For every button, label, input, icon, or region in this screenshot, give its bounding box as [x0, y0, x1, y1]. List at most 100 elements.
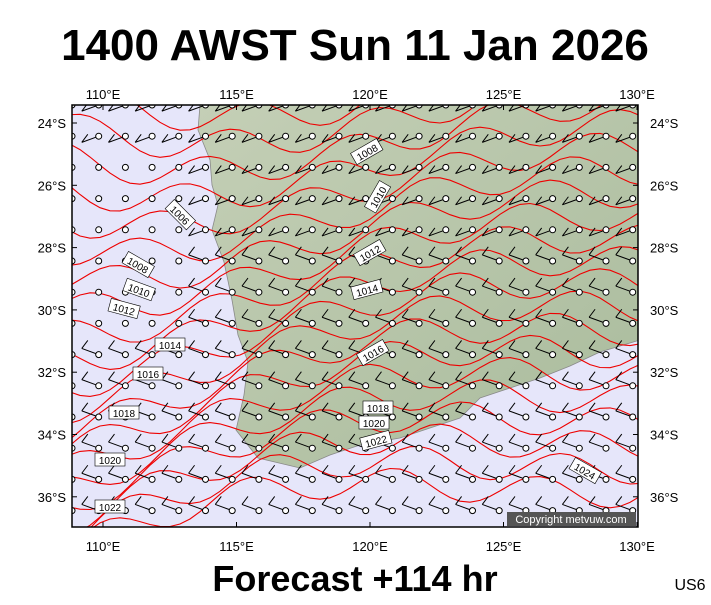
barb-feather	[481, 496, 489, 505]
barb-feather	[188, 105, 194, 112]
barb-station	[522, 351, 530, 359]
barb-feather	[535, 165, 543, 174]
map-code: US6	[674, 577, 705, 594]
barb-station	[469, 195, 476, 203]
barb-feather	[134, 433, 142, 443]
barb-station	[95, 288, 103, 296]
lon-label: 120°E	[352, 87, 388, 102]
isobar	[72, 132, 638, 239]
barb-feather	[588, 105, 595, 112]
barb-feather	[535, 496, 543, 505]
barb-feather	[214, 371, 222, 380]
barb-feather	[294, 165, 302, 174]
barb-station	[549, 257, 557, 265]
barb-station	[95, 195, 103, 203]
barb-feather	[481, 464, 489, 474]
axis-labels: 110°E 110°E 115°E 115°E 120°E 120°E 125°E 125°E…	[38, 87, 679, 554]
isobar-label: 1018	[367, 404, 390, 415]
barb-station	[549, 382, 557, 390]
barb-feather	[134, 134, 142, 143]
barb-station	[522, 132, 530, 140]
barb-station	[148, 475, 156, 483]
barb-feather	[241, 196, 249, 206]
barb-station	[575, 319, 583, 327]
barb-feather	[108, 464, 115, 474]
lat-label: 36°S	[38, 490, 67, 505]
barb-feather	[55, 465, 61, 473]
lat-label: 34°S	[650, 428, 679, 443]
barb-station	[629, 195, 637, 203]
barb-feather	[561, 340, 569, 349]
lat-label: 26°S	[38, 178, 67, 193]
barb-feather	[108, 134, 115, 143]
barb-station	[495, 507, 503, 515]
barb-station	[175, 507, 183, 515]
barb-station	[575, 351, 583, 359]
barb-station	[202, 444, 209, 452]
barb-feather	[535, 105, 541, 112]
barb-station	[95, 351, 103, 359]
barb-feather	[241, 340, 249, 349]
barb-station	[228, 319, 236, 327]
barb-station	[388, 444, 396, 452]
barb-station	[255, 319, 263, 327]
barb-station	[495, 226, 503, 234]
isobar-label: 1022	[99, 503, 122, 514]
barb-station	[121, 475, 129, 483]
barb-feather	[615, 496, 623, 505]
barb-feather	[321, 371, 329, 380]
barb-station	[602, 288, 610, 296]
barb-station	[228, 351, 236, 359]
barb-feather	[508, 105, 515, 112]
barb-feather	[81, 433, 89, 443]
barb-feather	[428, 433, 436, 443]
barb-station	[228, 413, 236, 421]
barb-feather	[428, 277, 436, 287]
barb-feather	[348, 371, 356, 380]
barb-station	[522, 413, 530, 421]
barb-station	[175, 257, 183, 265]
lon-label: 125°E	[486, 87, 522, 102]
barb-feather	[294, 340, 302, 349]
barb-station	[308, 475, 316, 483]
barb-station	[228, 132, 236, 140]
barb-feather	[535, 402, 543, 412]
barb-station	[495, 163, 503, 171]
barb-feather	[134, 105, 141, 112]
barb-station	[522, 319, 530, 327]
barb-station	[388, 382, 396, 390]
barb-station	[442, 195, 450, 203]
barb-feather	[375, 496, 382, 505]
barb-feather	[134, 496, 142, 505]
barb-station	[228, 444, 236, 452]
barb-station	[148, 444, 156, 452]
barb-feather	[401, 308, 409, 318]
barb-station	[308, 132, 316, 140]
barb-feather	[348, 308, 356, 318]
barb-station	[388, 413, 396, 421]
isobar	[72, 312, 638, 439]
barb-feather	[241, 433, 249, 443]
barb-feather	[428, 402, 436, 412]
copyright-box	[507, 512, 636, 526]
barb-feather	[615, 227, 623, 237]
barb-station	[335, 288, 343, 296]
lat-label: 30°S	[38, 303, 67, 318]
barb-station	[335, 257, 343, 265]
barb-station	[175, 288, 183, 296]
barb-station	[121, 195, 129, 203]
barb-station	[362, 163, 370, 171]
barb-feather	[241, 496, 249, 505]
barb-feather	[481, 105, 488, 112]
barb-feather	[55, 340, 61, 348]
barb-feather	[508, 165, 516, 174]
barb-station	[495, 195, 503, 203]
isobar-label: 1020	[363, 419, 386, 430]
barb-feather	[401, 196, 409, 206]
barb-feather	[348, 433, 356, 443]
barb-station	[522, 475, 530, 483]
barb-feather	[348, 196, 356, 206]
barb-feather	[294, 371, 302, 380]
barb-station	[148, 413, 156, 421]
